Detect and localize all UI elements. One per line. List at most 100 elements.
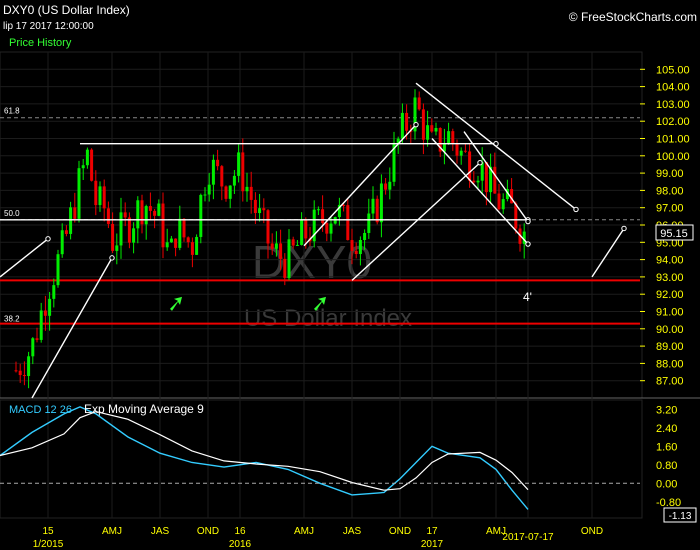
- trend-line: [303, 124, 417, 247]
- macd-tick-label: 2.40: [656, 423, 677, 435]
- candle-body: [115, 245, 119, 251]
- y-tick-label: 103.00: [656, 99, 690, 111]
- x-tick-label: OND: [197, 526, 219, 537]
- candle-body: [405, 112, 409, 131]
- last-macd: -1.13: [669, 511, 692, 522]
- candle-body: [94, 180, 98, 206]
- candle-body: [148, 206, 152, 211]
- candle-body: [35, 338, 39, 340]
- candle-body: [421, 109, 425, 140]
- wave-label: 4': [523, 290, 532, 304]
- x-tick-label: OND: [389, 526, 411, 537]
- y-tick-label: 97.00: [656, 203, 684, 215]
- candle-body: [144, 206, 148, 225]
- macd-lines: [0, 406, 529, 510]
- candle-body: [132, 228, 136, 243]
- candle-body: [73, 207, 77, 219]
- candle-body: [43, 310, 47, 316]
- arrow-up-icon: [170, 296, 182, 311]
- candle-body: [358, 239, 362, 255]
- trend-line: [31, 257, 113, 399]
- fib-label: 38.2: [4, 314, 20, 323]
- candle-body: [493, 166, 497, 194]
- candle-body: [102, 186, 106, 209]
- x-subtick-label: 2017: [421, 539, 444, 550]
- x-tick-label: OND: [581, 526, 603, 537]
- macd-line: [0, 406, 529, 510]
- price-axis: 87.00 88.00 89.00 90.00 91.00 92.00 93.00 94.00…: [640, 64, 690, 388]
- trend-lines: [0, 82, 627, 399]
- candle-body: [480, 162, 484, 181]
- candle-body: [350, 240, 354, 251]
- trend-line: [0, 238, 49, 278]
- candle-body: [27, 356, 31, 377]
- candle-body: [295, 244, 299, 246]
- candle-body: [484, 162, 488, 193]
- candle-body: [178, 218, 182, 248]
- y-tick-label: 92.00: [656, 289, 684, 301]
- candle-body: [522, 231, 526, 244]
- candle-body: [18, 370, 22, 376]
- y-tick-label: 99.00: [656, 168, 684, 180]
- y-tick-label: 91.00: [656, 307, 684, 319]
- candle-body: [140, 200, 144, 225]
- chart-date: lip 17 2017 12:00:00: [3, 21, 94, 32]
- candle-body: [291, 239, 295, 246]
- candle-body: [367, 213, 371, 233]
- candle-body: [375, 198, 379, 223]
- candle-body: [325, 223, 329, 234]
- y-tick-label: 93.00: [656, 272, 684, 284]
- y-tick-label: 105.00: [656, 64, 690, 76]
- candle-body: [207, 184, 211, 195]
- candle-body: [14, 370, 18, 372]
- trend-line: [463, 131, 529, 222]
- macd-tick-label: 1.60: [656, 441, 677, 453]
- x-tick-label: AMJ: [102, 526, 122, 537]
- candle-body: [472, 180, 476, 183]
- trend-line-anchor: [525, 218, 531, 225]
- candle-body: [195, 236, 199, 255]
- macd-tick-label: 3.20: [656, 404, 677, 416]
- candle-body: [388, 181, 392, 190]
- candle-body: [211, 159, 215, 185]
- candle-body: [136, 200, 140, 229]
- candle-body: [232, 175, 236, 186]
- candle-body: [434, 128, 438, 132]
- y-tick-label: 89.00: [656, 341, 684, 353]
- site-credit[interactable]: © FreeStockCharts.com: [569, 10, 697, 24]
- candle-body: [31, 338, 35, 357]
- candle-body: [337, 204, 341, 218]
- macd-tick-label: 0.00: [656, 478, 677, 490]
- x-tick-label: 16: [234, 526, 246, 537]
- macd-signal-label: Exp Moving Average 9: [84, 402, 204, 416]
- y-tick-label: 102.00: [656, 116, 690, 128]
- trend-line-anchor: [621, 225, 627, 232]
- macd-axis: -0.80 0.00 0.80 1.60 2.40 3.20: [0, 404, 681, 509]
- candle-body: [157, 203, 161, 216]
- price-history-label[interactable]: Price History: [9, 37, 72, 49]
- candle-body: [379, 183, 383, 223]
- macd-tick-label: -0.80: [656, 497, 681, 509]
- grid-lines: [0, 52, 640, 518]
- candle-body: [249, 186, 253, 200]
- candle-body: [346, 205, 350, 241]
- chart-title: DXY0 (US Dollar Index): [3, 3, 130, 17]
- candle-body: [111, 223, 115, 251]
- candle-body: [266, 210, 270, 244]
- y-tick-label: 87.00: [656, 376, 684, 388]
- candle-body: [384, 183, 388, 190]
- candle-body: [186, 237, 190, 243]
- candle-body: [199, 194, 203, 237]
- candle-body: [497, 193, 501, 210]
- candle-body: [501, 199, 505, 210]
- candle-body: [447, 131, 451, 145]
- trend-line-anchor: [413, 121, 419, 128]
- candle-body: [85, 149, 89, 166]
- y-tick-label: 88.00: [656, 358, 684, 370]
- x-tick-label: JAS: [151, 526, 170, 537]
- macd-label: MACD 12 26: [9, 404, 72, 416]
- candle-body: [468, 151, 472, 181]
- trend-line-anchor: [477, 160, 483, 166]
